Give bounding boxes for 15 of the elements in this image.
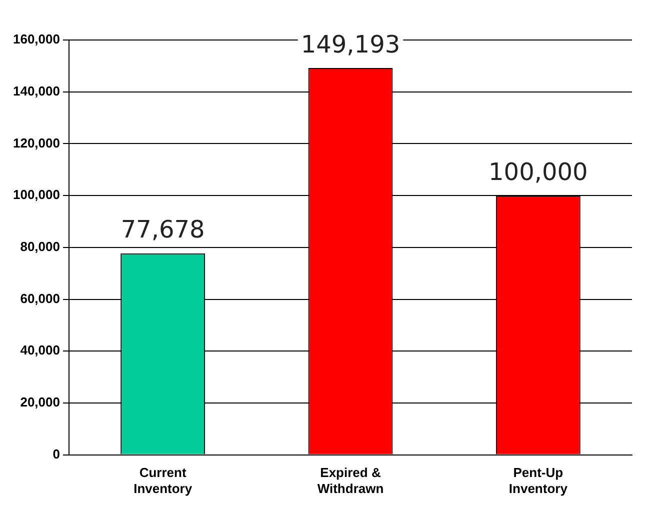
data-label: 77,678 [120, 216, 205, 244]
y-tick-label: 0 [52, 446, 60, 462]
y-tick-label: 60,000 [20, 290, 60, 306]
data-label: 100,000 [488, 158, 588, 186]
y-tick-label: 20,000 [20, 394, 60, 410]
y-tick-label: 80,000 [20, 238, 60, 254]
y-tick-label: 120,000 [12, 135, 60, 150]
y-tick-label: 160,000 [12, 32, 60, 47]
y-tick-label: 140,000 [12, 83, 60, 98]
y-tick-label: 40,000 [20, 342, 60, 358]
x-tick-label: Current Inventory [134, 465, 193, 496]
y-tick-label: 100,000 [12, 187, 60, 202]
x-tick-label: Pent-Up Inventory [508, 465, 568, 496]
data-label: 149,193 [300, 30, 400, 58]
x-tick-label: Expired & Withdrawn [317, 465, 384, 496]
